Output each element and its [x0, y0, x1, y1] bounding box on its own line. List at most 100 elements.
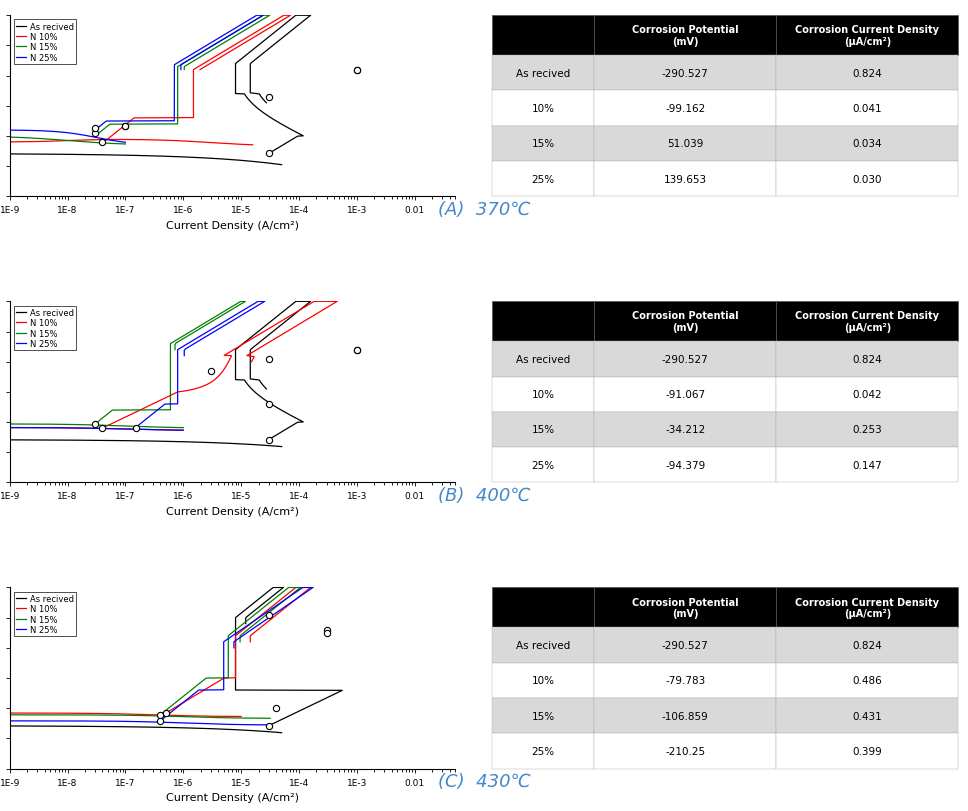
As recived	[267, 583, 279, 593]
As recived	[267, 591, 279, 601]
Text: 0.431: 0.431	[853, 710, 882, 721]
Bar	[594, 341, 776, 377]
Bar	[776, 56, 958, 92]
Bar	[594, 302, 776, 341]
As recived	[270, 313, 282, 323]
Line: N 10%: N 10%	[103, 302, 337, 428]
Legend: As recived, N 10%, N 15%, N 25%: As recived, N 10%, N 15%, N 25%	[14, 20, 76, 65]
N 15%	[235, 297, 247, 307]
N 15%	[204, 315, 216, 325]
N 15%	[254, 607, 265, 616]
N 10%	[300, 303, 312, 312]
As recived	[260, 384, 272, 394]
Text: -106.859: -106.859	[662, 710, 709, 721]
As recived	[263, 436, 275, 445]
N 25%	[245, 302, 257, 311]
Bar	[594, 628, 776, 663]
Bar	[776, 16, 958, 56]
N 25%	[172, 375, 184, 385]
N 10%	[261, 606, 273, 616]
Bar	[492, 588, 594, 628]
N 15%	[172, 113, 184, 122]
Line: N 15%: N 15%	[95, 16, 270, 137]
As recived	[229, 365, 241, 375]
As recived	[309, 699, 320, 709]
Text: 0.041: 0.041	[853, 104, 882, 114]
N 15%	[235, 630, 247, 640]
Text: -79.783: -79.783	[665, 676, 706, 685]
N 25%	[236, 24, 248, 33]
Bar	[776, 162, 958, 197]
Line: N 25%: N 25%	[95, 16, 263, 131]
N 25%	[252, 621, 263, 631]
Bar	[594, 56, 776, 92]
Text: 25%: 25%	[531, 174, 555, 184]
Text: 0.824: 0.824	[853, 69, 882, 79]
Bar	[492, 377, 594, 412]
N 25%	[168, 82, 180, 92]
Text: -99.162: -99.162	[665, 104, 706, 114]
As recived	[263, 149, 275, 159]
N 25%	[253, 297, 264, 307]
N 25%	[238, 310, 250, 320]
Bar	[594, 162, 776, 197]
Legend: As recived, N 10%, N 15%, N 25%: As recived, N 10%, N 15%, N 25%	[14, 592, 76, 637]
Bar	[594, 733, 776, 769]
N 25%	[226, 632, 237, 642]
Text: 0.824: 0.824	[853, 640, 882, 650]
N 15%	[96, 414, 107, 424]
Bar	[776, 663, 958, 698]
Text: -290.527: -290.527	[662, 69, 709, 79]
Bar	[776, 698, 958, 733]
N 15%	[165, 386, 176, 396]
Text: 25%: 25%	[531, 460, 555, 470]
N 25%	[244, 15, 256, 25]
As recived	[270, 28, 282, 37]
N 10%	[199, 684, 211, 694]
N 10%	[262, 617, 274, 627]
Text: -34.212: -34.212	[665, 425, 706, 435]
N 25%	[130, 423, 141, 433]
Bar	[492, 56, 594, 92]
Text: 25%: 25%	[531, 746, 555, 756]
N 10%	[246, 358, 257, 367]
N 25%	[168, 114, 180, 123]
Line: N 15%: N 15%	[95, 302, 245, 424]
N 15%	[89, 419, 101, 429]
Bar	[776, 92, 958, 127]
N 10%	[97, 139, 108, 149]
Text: -290.527: -290.527	[662, 640, 709, 650]
Text: As recived: As recived	[516, 640, 570, 650]
Bar	[492, 698, 594, 733]
Line: N 25%: N 25%	[161, 588, 313, 721]
Bar	[776, 412, 958, 448]
N 25%	[297, 583, 309, 593]
Text: 0.034: 0.034	[853, 139, 882, 149]
Text: Corrosion Potential
(mV): Corrosion Potential (mV)	[632, 597, 739, 619]
Bar	[594, 16, 776, 56]
As recived	[263, 721, 275, 731]
N 25%	[175, 699, 187, 709]
Text: 51.039: 51.039	[667, 139, 704, 149]
As recived	[261, 588, 273, 598]
N 15%	[172, 86, 184, 96]
Bar	[492, 127, 594, 162]
Text: Corrosion Current Density
(μA/cm²): Corrosion Current Density (μA/cm²)	[796, 597, 939, 619]
Line: N 25%: N 25%	[136, 302, 264, 428]
Bar	[594, 377, 776, 412]
Bar	[776, 588, 958, 628]
Bar	[492, 628, 594, 663]
Bar	[594, 448, 776, 483]
Text: -91.067: -91.067	[665, 389, 706, 400]
Line: N 10%: N 10%	[103, 16, 290, 144]
N 10%	[232, 629, 244, 638]
Bar	[776, 377, 958, 412]
Bar	[492, 448, 594, 483]
As recived	[243, 334, 255, 344]
N 25%	[147, 410, 159, 419]
N 10%	[160, 708, 171, 718]
N 10%	[309, 297, 320, 307]
Text: 0.824: 0.824	[853, 354, 882, 364]
Line: N 15%: N 15%	[161, 588, 300, 715]
N 10%	[186, 693, 197, 702]
